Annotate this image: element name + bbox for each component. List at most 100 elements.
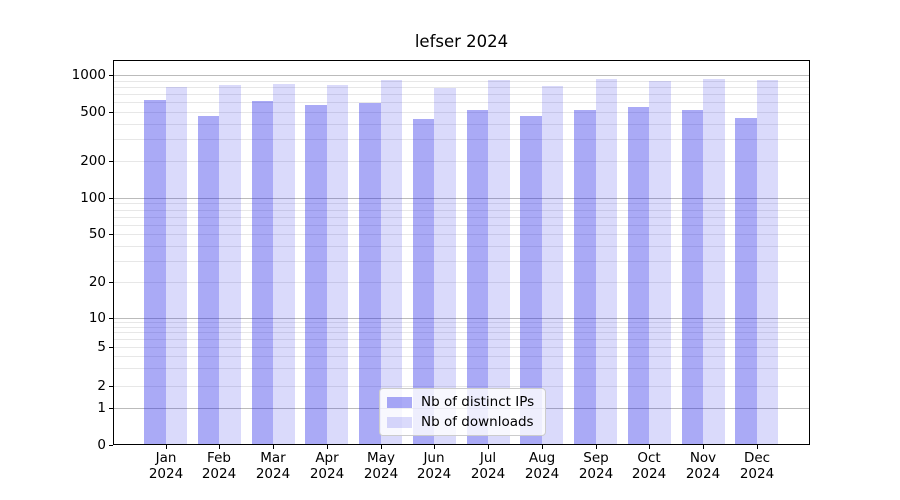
bar-distinct-ips-dec — [735, 117, 757, 444]
x-tick-label-jun: Jun 2024 — [402, 450, 466, 482]
y-tick-label-1000: 1000 — [71, 67, 106, 83]
bar-downloads-may — [380, 80, 402, 444]
month-name: Dec — [743, 450, 771, 466]
bar-downloads-apr — [326, 84, 349, 444]
x-tick-label-jan: Jan 2024 — [134, 450, 198, 482]
legend-item-downloads: Nb of downloads — [387, 412, 539, 432]
bar-distinct-ips-mar — [251, 100, 273, 444]
x-tick-jun — [434, 445, 435, 449]
x-tick-label-may: May 2024 — [349, 450, 413, 482]
gridline-minor — [114, 203, 809, 204]
bars-layer — [114, 61, 809, 444]
x-tick-feb — [219, 445, 220, 449]
gridline-minor — [114, 217, 809, 218]
month-year: 2024 — [148, 465, 184, 482]
month-year: 2024 — [470, 465, 506, 482]
x-tick-label-oct: Oct 2024 — [617, 450, 681, 482]
x-tick-label-nov: Nov 2024 — [671, 450, 735, 482]
y-tick-label-10: 10 — [88, 310, 106, 326]
y-tick-1 — [109, 408, 113, 409]
bar-distinct-ips-aug — [520, 116, 542, 444]
x-tick-aug — [542, 445, 543, 449]
gridline-minor — [114, 322, 809, 323]
y-tick-2 — [109, 386, 113, 387]
gridline-major — [114, 75, 809, 76]
gridline-minor — [114, 386, 809, 387]
x-tick-jul — [488, 445, 489, 449]
bar-distinct-ips-oct — [627, 106, 650, 444]
x-tick-sep — [596, 445, 597, 449]
bar-distinct-ips-jun — [412, 119, 435, 444]
y-tick-1000 — [109, 75, 113, 76]
gridline-minor — [114, 246, 809, 247]
bar-downloads-dec — [756, 80, 779, 444]
y-tick-5 — [109, 347, 113, 348]
gridline-minor — [114, 210, 809, 211]
month-name: Sep — [583, 450, 609, 466]
y-tick-0 — [109, 445, 113, 446]
x-tick-label-aug: Aug 2024 — [510, 450, 574, 482]
x-tick-oct — [649, 445, 650, 449]
month-year: 2024 — [578, 465, 614, 482]
month-name: May — [367, 450, 395, 466]
x-tick-apr — [327, 445, 328, 449]
month-year: 2024 — [524, 465, 560, 482]
x-tick-label-mar: Mar 2024 — [241, 450, 305, 482]
bar-downloads-mar — [273, 83, 295, 444]
gridline-minor — [114, 139, 809, 140]
month-name: Jul — [479, 450, 497, 466]
gridline-minor — [114, 225, 809, 226]
x-tick-label-feb: Feb 2024 — [187, 450, 251, 482]
gridline-minor — [114, 282, 809, 283]
month-year: 2024 — [309, 465, 345, 482]
bar-distinct-ips-nov — [681, 110, 703, 444]
x-tick-label-dec: Dec 2024 — [725, 450, 789, 482]
y-tick-label-0: 0 — [97, 437, 106, 453]
bar-downloads-oct — [649, 80, 671, 444]
y-tick-label-200: 200 — [80, 153, 106, 169]
y-tick-label-50: 50 — [88, 226, 106, 242]
bar-downloads-feb — [219, 84, 241, 444]
legend-label-distinct-ips: Nb of distinct IPs — [421, 394, 535, 410]
month-year: 2024 — [255, 465, 291, 482]
bar-downloads-jan — [165, 86, 187, 444]
y-tick-label-20: 20 — [88, 274, 106, 290]
bar-downloads-nov — [703, 79, 725, 444]
bar-downloads-jul — [488, 80, 510, 444]
y-tick-100 — [109, 198, 113, 199]
month-name: Jan — [155, 450, 177, 466]
gridline-minor — [114, 102, 809, 103]
bar-distinct-ips-may — [359, 102, 381, 444]
y-tick-label-1: 1 — [97, 400, 106, 416]
bar-downloads-sep — [595, 78, 617, 444]
x-tick-label-sep: Sep 2024 — [564, 450, 628, 482]
month-year: 2024 — [685, 465, 721, 482]
y-tick-20 — [109, 282, 113, 283]
gridline-minor — [114, 339, 809, 340]
bar-downloads-aug — [541, 86, 564, 444]
bar-distinct-ips-feb — [197, 115, 220, 444]
legend-label-downloads: Nb of downloads — [421, 414, 534, 430]
y-tick-label-500: 500 — [80, 104, 106, 120]
y-tick-label-5: 5 — [97, 339, 106, 355]
gridline-minor — [114, 94, 809, 95]
legend-item-distinct-ips: Nb of distinct IPs — [387, 392, 539, 412]
month-name: Jun — [423, 450, 445, 466]
gridline-minor — [114, 347, 809, 348]
x-tick-dec — [757, 445, 758, 449]
month-year: 2024 — [739, 465, 775, 482]
bar-distinct-ips-jul — [466, 109, 488, 444]
y-tick-10 — [109, 318, 113, 319]
month-name: Oct — [637, 450, 661, 466]
month-year: 2024 — [416, 465, 452, 482]
gridline-minor — [114, 261, 809, 262]
gridline-minor — [114, 81, 809, 82]
bar-distinct-ips-apr — [305, 104, 327, 444]
gridline-minor — [114, 234, 809, 235]
bar-distinct-ips-sep — [574, 110, 596, 444]
x-tick-nov — [703, 445, 704, 449]
gridline-minor — [114, 332, 809, 333]
gridline-minor — [114, 327, 809, 328]
month-name: Feb — [207, 450, 231, 466]
x-tick-label-apr: Apr 2024 — [295, 450, 359, 482]
